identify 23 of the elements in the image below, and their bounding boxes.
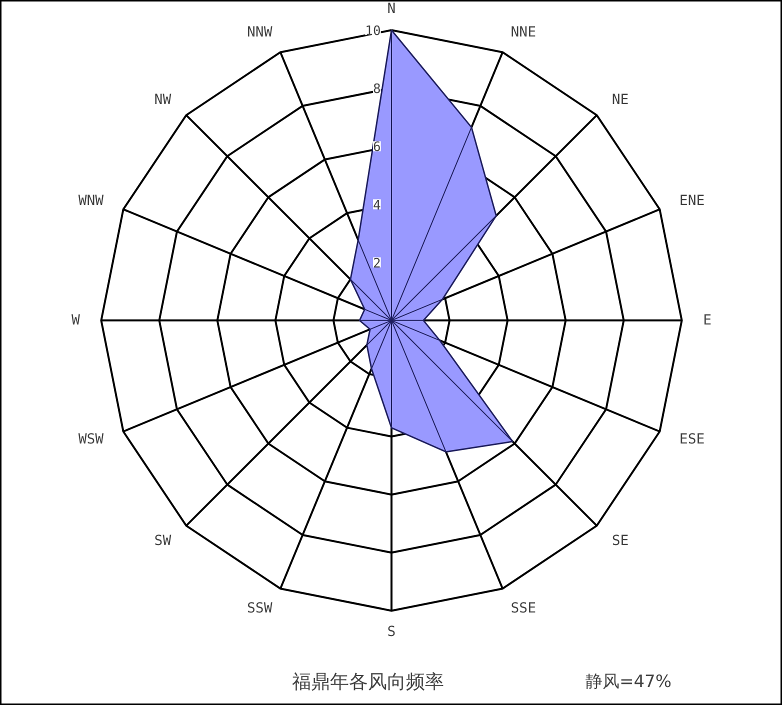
- spoke-label: SSW: [246, 600, 273, 616]
- spoke-label: E: [703, 312, 712, 328]
- spoke-label: ESE: [679, 432, 705, 448]
- y-tick-label: 4: [373, 198, 382, 214]
- spoke-label: SE: [612, 532, 629, 549]
- spoke-label: NNE: [510, 24, 536, 41]
- spoke-label: SW: [154, 532, 172, 549]
- spoke-label: ENE: [679, 193, 705, 210]
- text: 静风=47%: [585, 672, 672, 692]
- spoke-label: W: [71, 312, 80, 328]
- y-tick-label: 6: [373, 140, 381, 156]
- spoke-label: N: [387, 0, 396, 17]
- spoke-label: NNW: [246, 24, 273, 41]
- y-tick-label: 2: [373, 256, 381, 272]
- spoke-label: S: [387, 624, 396, 640]
- y-tick-label: 10: [365, 24, 381, 40]
- spoke-label: NE: [612, 92, 629, 108]
- spoke-label: WNW: [78, 193, 104, 210]
- y-tick-label: 8: [373, 82, 381, 98]
- spoke-label: WSW: [78, 432, 104, 448]
- spoke-label: NW: [154, 92, 172, 108]
- text: 福鼎年各风向频率: [292, 670, 444, 693]
- spoke-label: SSE: [510, 600, 536, 616]
